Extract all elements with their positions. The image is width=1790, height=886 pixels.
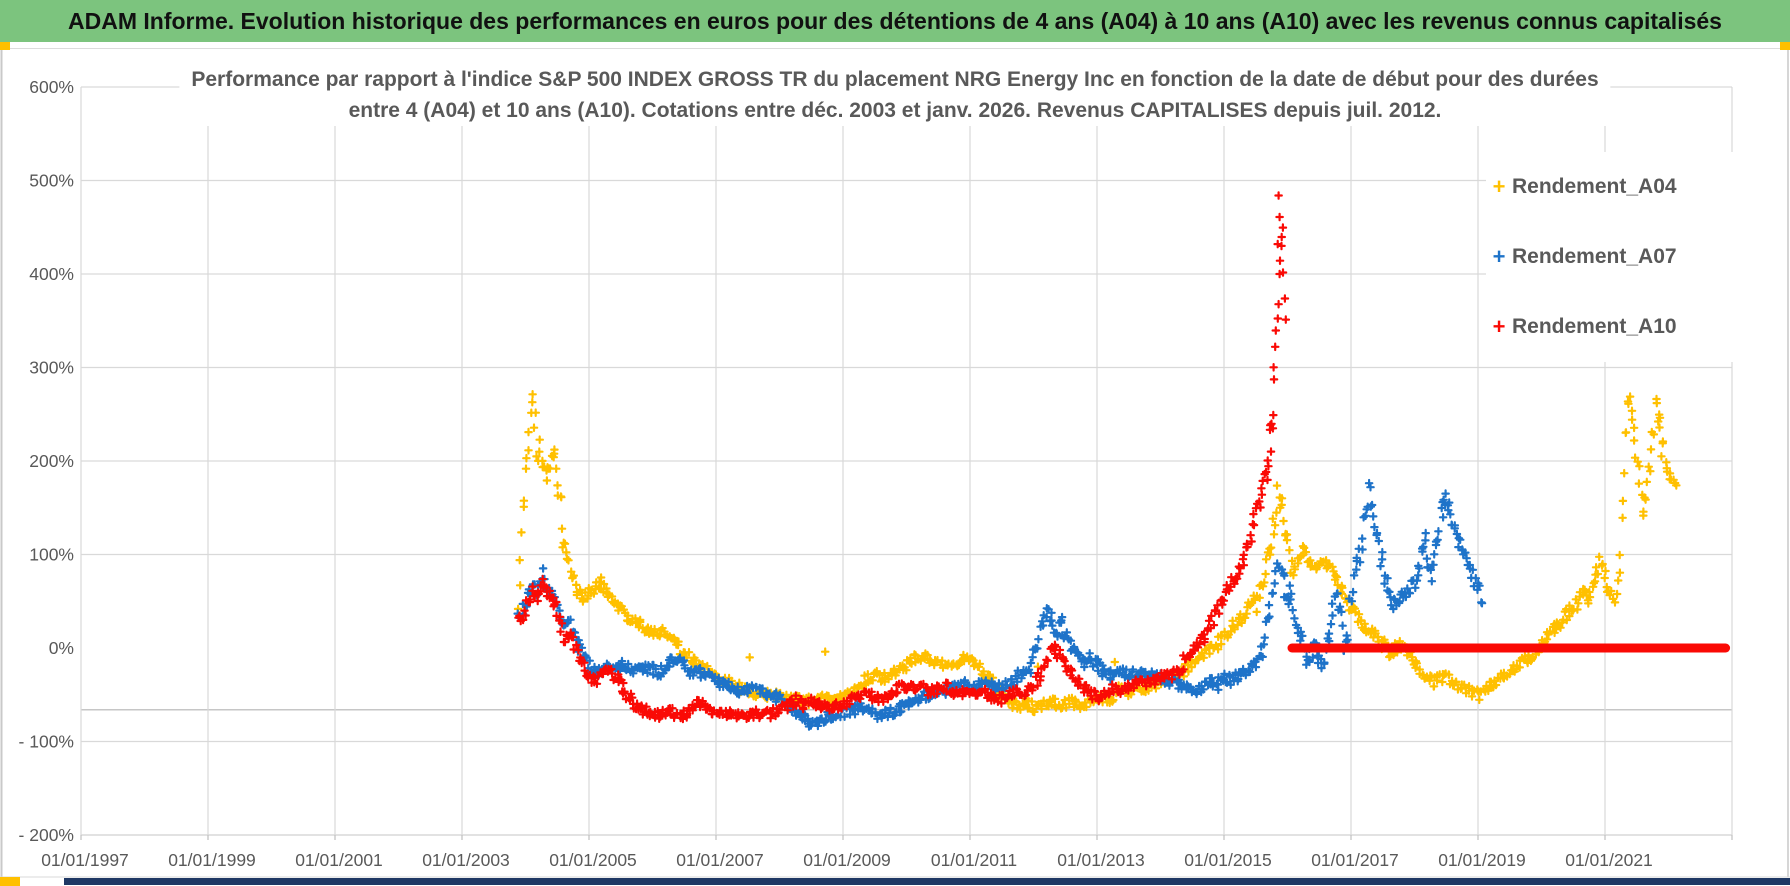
svg-text:01/01/2015: 01/01/2015 [1184,850,1272,870]
svg-text:- 100%: - 100% [19,732,74,752]
svg-text:01/01/2009: 01/01/2009 [803,850,891,870]
header-divider [0,42,1790,49]
svg-text:01/01/1997: 01/01/1997 [41,850,129,870]
plus-marker-icon: + [1492,174,1506,199]
header-bar: ADAM Informe. Evolution historique des p… [0,0,1790,42]
svg-text:500%: 500% [29,171,74,191]
chart-title-line1: Performance par rapport à l'indice S&P 5… [191,68,1599,91]
top-left-accent-square [0,42,10,50]
svg-text:01/01/1999: 01/01/1999 [168,850,256,870]
chart-legend: + Rendement_A04 + Rendement_A07 + Rendem… [1486,152,1736,362]
svg-text:0%: 0% [49,638,74,658]
legend-label-a04: Rendement_A04 [1512,175,1677,198]
svg-text:200%: 200% [29,451,74,471]
chart-title: Performance par rapport à l'indice S&P 5… [179,64,1611,126]
legend-label-a10: Rendement_A10 [1512,315,1677,338]
legend-label-a07: Rendement_A07 [1512,245,1677,268]
svg-text:01/01/2003: 01/01/2003 [422,850,510,870]
svg-text:01/01/2005: 01/01/2005 [549,850,637,870]
svg-text:01/01/2013: 01/01/2013 [1057,850,1145,870]
top-right-accent-square [1780,42,1790,50]
plus-marker-icon: + [1492,314,1506,339]
svg-text:01/01/2019: 01/01/2019 [1438,850,1526,870]
svg-text:01/01/2021: 01/01/2021 [1565,850,1653,870]
svg-text:400%: 400% [29,264,74,284]
header-title: ADAM Informe. Evolution historique des p… [68,7,1722,34]
legend-entry-a04[interactable]: + Rendement_A04 [1486,152,1736,222]
chart-title-line2: entre 4 (A04) et 10 ans (A10). Cotations… [348,99,1442,122]
svg-text:01/01/2011: 01/01/2011 [931,850,1017,870]
bottom-left-accent-square [0,877,20,886]
legend-entry-a07[interactable]: + Rendement_A07 [1486,222,1736,292]
svg-text:01/01/2007: 01/01/2007 [676,850,764,870]
bottom-border-bar [64,878,1790,885]
svg-text:- 200%: - 200% [19,825,74,845]
svg-text:01/01/2001: 01/01/2001 [295,850,383,870]
plus-marker-icon: + [1492,244,1506,269]
svg-text:600%: 600% [29,77,74,97]
svg-text:300%: 300% [29,358,74,378]
svg-text:01/01/2017: 01/01/2017 [1311,850,1399,870]
legend-entry-a10[interactable]: + Rendement_A10 [1486,292,1736,362]
svg-text:100%: 100% [29,545,74,565]
